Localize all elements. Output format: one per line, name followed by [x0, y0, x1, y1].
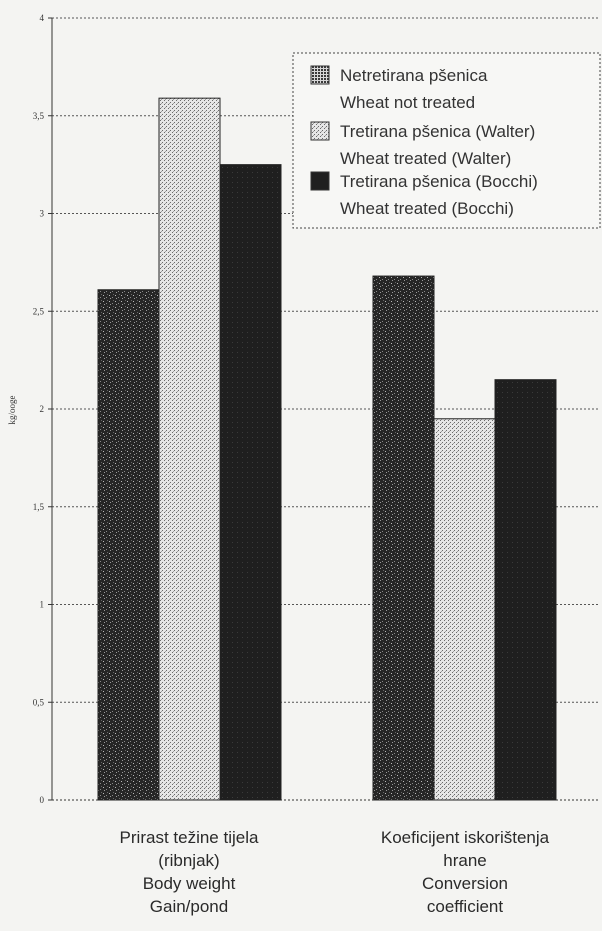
y-tick-label: 3,5	[33, 111, 45, 121]
legend-label: Wheat not treated	[340, 93, 475, 112]
legend-swatch	[310, 121, 330, 141]
legend-label: Tretirana pšenica (Walter)	[340, 122, 535, 141]
legend-swatch	[310, 171, 330, 191]
bar	[372, 275, 435, 801]
y-tick-label: 1,5	[33, 502, 45, 512]
legend-label: Wheat treated (Walter)	[340, 149, 511, 168]
category-label: Conversion	[422, 874, 508, 893]
bar	[494, 379, 557, 801]
y-tick-label: 0,5	[33, 697, 45, 707]
y-tick-label: 0	[40, 795, 45, 805]
y-axis-label: kg/ooge	[7, 395, 17, 424]
category-label: coefficient	[427, 897, 504, 916]
category-label: (ribnjak)	[158, 851, 219, 870]
bar	[433, 418, 496, 801]
category-label: Prirast težine tijela	[120, 828, 259, 847]
category-label: Body weight	[143, 874, 236, 893]
category-label: hrane	[443, 851, 486, 870]
category-label: Gain/pond	[150, 897, 228, 916]
bar	[97, 289, 160, 801]
y-tick-label: 2	[40, 404, 45, 414]
category-label: Koeficijent iskorištenja	[381, 828, 550, 847]
y-tick-label: 2,5	[33, 306, 45, 316]
legend-label: Netretirana pšenica	[340, 66, 488, 85]
legend-box	[292, 52, 601, 229]
legend-swatch	[310, 65, 330, 85]
y-tick-label: 4	[40, 13, 45, 23]
y-tick-label: 1	[40, 600, 45, 610]
y-tick-label: 3	[40, 209, 45, 219]
bar	[158, 97, 221, 801]
bar	[219, 164, 282, 801]
legend-label: Tretirana pšenica (Bocchi)	[340, 172, 538, 191]
legend-label: Wheat treated (Bocchi)	[340, 199, 514, 218]
